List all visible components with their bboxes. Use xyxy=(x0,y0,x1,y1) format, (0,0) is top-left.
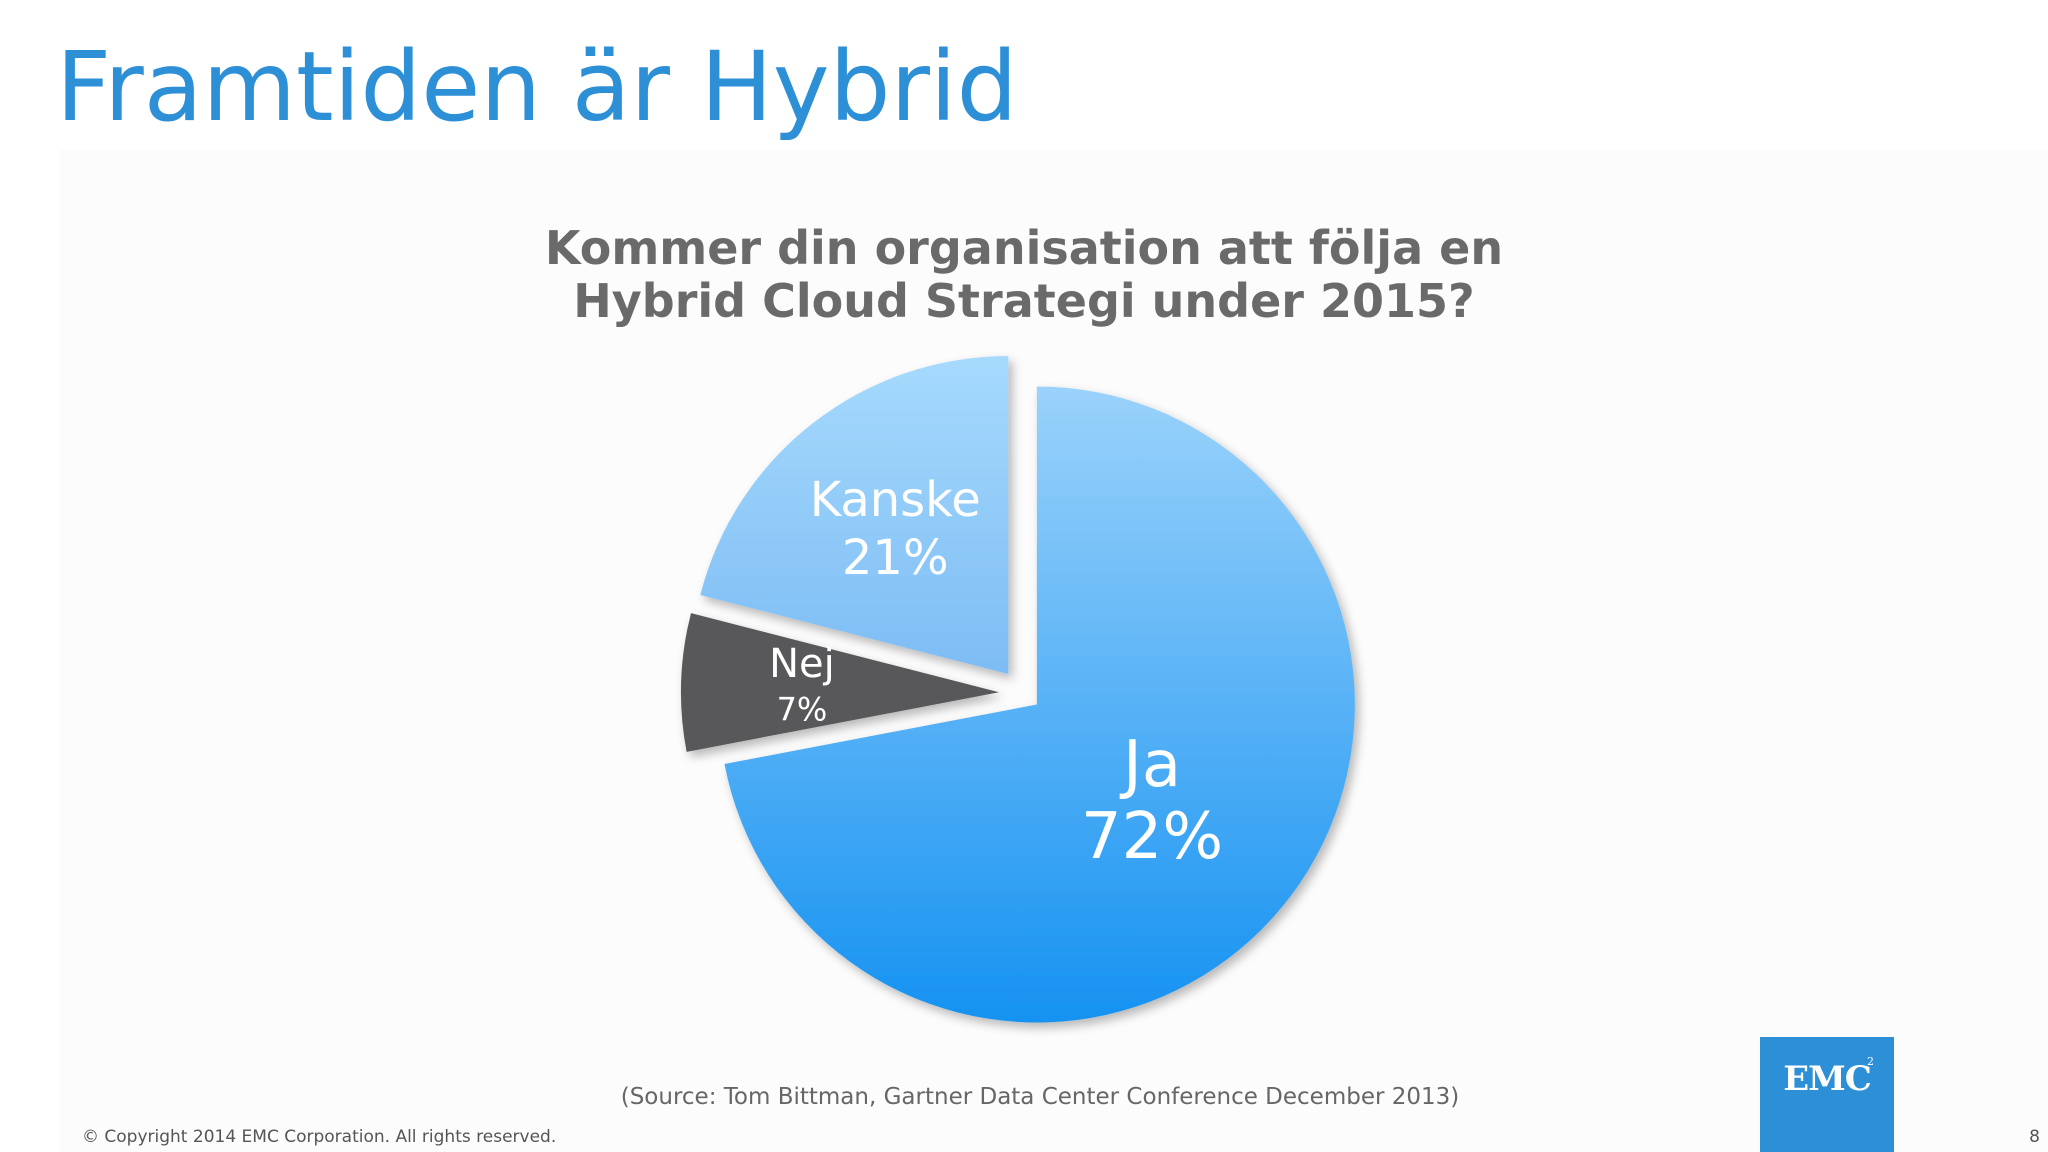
pie-label-name-nej: Nej xyxy=(769,641,835,687)
page-number: 8 xyxy=(2029,1127,2040,1147)
pie-slice-kanske xyxy=(700,356,1009,675)
copyright-text: © Copyright 2014 EMC Corporation. All ri… xyxy=(82,1127,557,1147)
pie-label-value-ja: 72% xyxy=(1081,800,1223,874)
pie-slice-nej xyxy=(681,613,1000,752)
pie-label-name-kanske: Kanske xyxy=(810,472,981,528)
chart-title: Kommer din organisation att följa en Hyb… xyxy=(0,222,2048,328)
source-note: (Source: Tom Bittman, Gartner Data Cente… xyxy=(620,1084,1460,1110)
pie-slice-ja xyxy=(724,386,1355,1023)
logo-text: EMC xyxy=(1783,1059,1872,1099)
slide-title: Framtiden är Hybrid xyxy=(56,31,1018,143)
emc-logo: EMC 2 xyxy=(1760,1037,1894,1152)
logo-superscript: 2 xyxy=(1867,1055,1874,1068)
pie-label-name-ja: Ja xyxy=(1119,728,1181,802)
pie-label-value-kanske: 21% xyxy=(842,530,949,586)
chart-title-line-1: Kommer din organisation att följa en xyxy=(544,221,1504,275)
pie-label-value-nej: 7% xyxy=(777,690,828,728)
chart-title-line-2: Hybrid Cloud Strategi under 2015? xyxy=(573,274,1475,328)
